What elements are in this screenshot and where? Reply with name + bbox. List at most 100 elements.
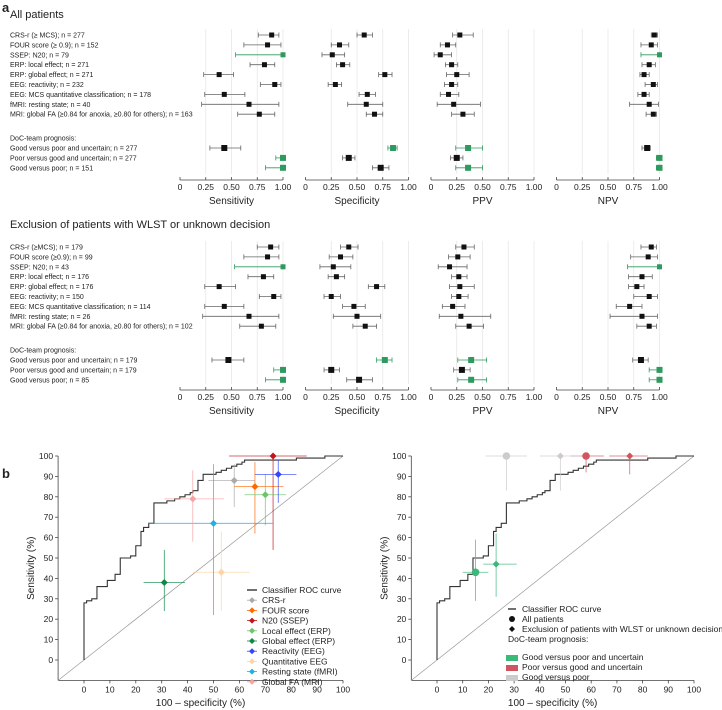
point-estimate [216,72,222,78]
point-estimate [639,274,645,280]
point-estimate [458,313,464,319]
y-tick-label: 100 [392,451,406,461]
y-tick-label: 30 [397,594,407,604]
forest-plots: All patients DoC-team prognosis: 0 0.25 0.50… [10,9,668,417]
x-tick-label: 90 [312,684,322,694]
legend-swatch [506,655,518,661]
point-estimate [648,244,654,250]
x-tick-label: 0 [429,392,434,402]
panel-letter-a: a [2,0,10,15]
point-estimate [265,42,271,48]
point-estimate [246,313,252,319]
x-tick-label: 0.50 [600,182,617,192]
x-tick-label: 0.50 [474,182,491,192]
point-estimate [437,52,443,58]
point-estimate [451,101,457,107]
legend-swatch-diamond [249,597,255,604]
legend-label: FOUR score [262,605,310,615]
point-estimate [457,284,463,290]
row-label: CRS-r (≥ MCS); n = 277 [10,33,85,40]
x-tick-label: 90 [664,684,674,694]
row-label: FOUR score (≥ 0.9); n = 152 [10,42,99,49]
y-axis-title: Sensitivity (%) [26,537,37,600]
point-estimate [256,111,262,117]
chance-diagonal [411,455,695,681]
row-label: ERP: local effect; n = 271 [10,62,89,69]
x-tick-label: 0.75 [374,392,391,402]
x-tick-label: 0.50 [349,182,366,192]
point-estimate [280,376,286,383]
x-tick-label: 1.00 [526,392,543,402]
data-point-diamond [274,470,282,478]
point-estimate [646,323,652,329]
point-estimate [454,72,460,78]
point-estimate [447,264,453,270]
x-tick-label: 20 [484,684,494,694]
row-label: CRS-r (≥MCS); n = 179 [10,245,83,252]
row-label: Good versus poor; n = 151 [10,165,93,172]
x-tick-label: 0.75 [374,182,391,192]
x-tick-label: 0.25 [448,392,465,402]
y-tick-label: 40 [397,573,407,583]
point-estimate [656,164,663,171]
point-estimate [637,357,644,363]
legend-swatch-diamond [249,678,255,685]
x-tick-label: 0 [303,182,308,192]
point-estimate [468,376,475,383]
row-label: Good versus poor; n = 85 [10,377,89,384]
x-axis-title: 100 – specificity (%) [508,698,597,709]
x-tick-label: 1.00 [526,182,543,192]
x-tick-label: 0 [178,182,183,192]
data-point-circle [502,452,511,460]
y-tick-label: 80 [397,492,407,502]
x-axis-title: NPV [598,406,619,417]
legend-label: Exclusion of patients with WLST or unkno… [522,624,722,634]
point-estimate [351,303,357,309]
x-tick-label: 100 [687,684,701,694]
section-title: All patients [10,9,64,21]
data-point-diamond [556,452,564,460]
point-estimate [246,101,252,107]
point-estimate [651,32,657,38]
point-estimate [645,254,651,260]
row-label: ERP: global effect; n = 176 [10,284,93,291]
forest-panel-sensitivity: 0 0.25 0.50 0.75 1.00 Sensitivity [178,241,292,417]
x-tick-label: 0.75 [249,182,266,192]
legend-label: Quantitative EEG [262,656,328,666]
legend-label: Local effect (ERP) [262,626,331,636]
point-estimate [280,264,286,270]
x-tick-label: 0.75 [625,182,642,192]
legend-label: Reactivity (EEG) [262,646,325,656]
legend-circle-icon [509,616,515,622]
point-estimate [390,145,397,151]
y-tick-label: 70 [397,512,407,522]
point-estimate [650,111,656,117]
x-tick-label: 40 [535,684,545,694]
point-estimate [372,111,378,117]
legend-label: Good versus poor and uncertain [522,652,644,662]
legend-label: Good versus poor [522,672,590,682]
point-estimate [280,52,286,58]
legend-swatch-diamond [249,627,255,634]
legend-swatch [506,675,518,681]
y-tick-label: 20 [44,614,54,624]
point-estimate [465,145,472,151]
x-axis-title: Specificity [334,196,379,207]
legend-label: Classifier ROC curve [262,585,342,595]
point-estimate [330,264,336,270]
x-tick-label: 0 [429,182,434,192]
y-tick-label: 0 [48,655,53,665]
point-estimate [333,274,339,280]
x-tick-label: 20 [131,684,141,694]
point-estimate [453,154,460,161]
point-estimate [382,72,388,78]
x-tick-label: 0.50 [223,392,240,402]
legend-header: DoC-team prognosis: [508,634,588,644]
row-label: MRI: global FA (≥0.84 for anoxia, ≥0.80 … [10,112,193,119]
x-tick-label: 70 [261,684,271,694]
y-tick-label: 10 [44,635,54,645]
point-estimate [260,274,266,280]
row-label: Poor versus good and uncertain; n = 277 [10,155,137,162]
forest-panel-ppv: 0 0.25 0.50 0.75 1.00 PPV [429,241,543,417]
x-tick-label: 50 [209,684,219,694]
